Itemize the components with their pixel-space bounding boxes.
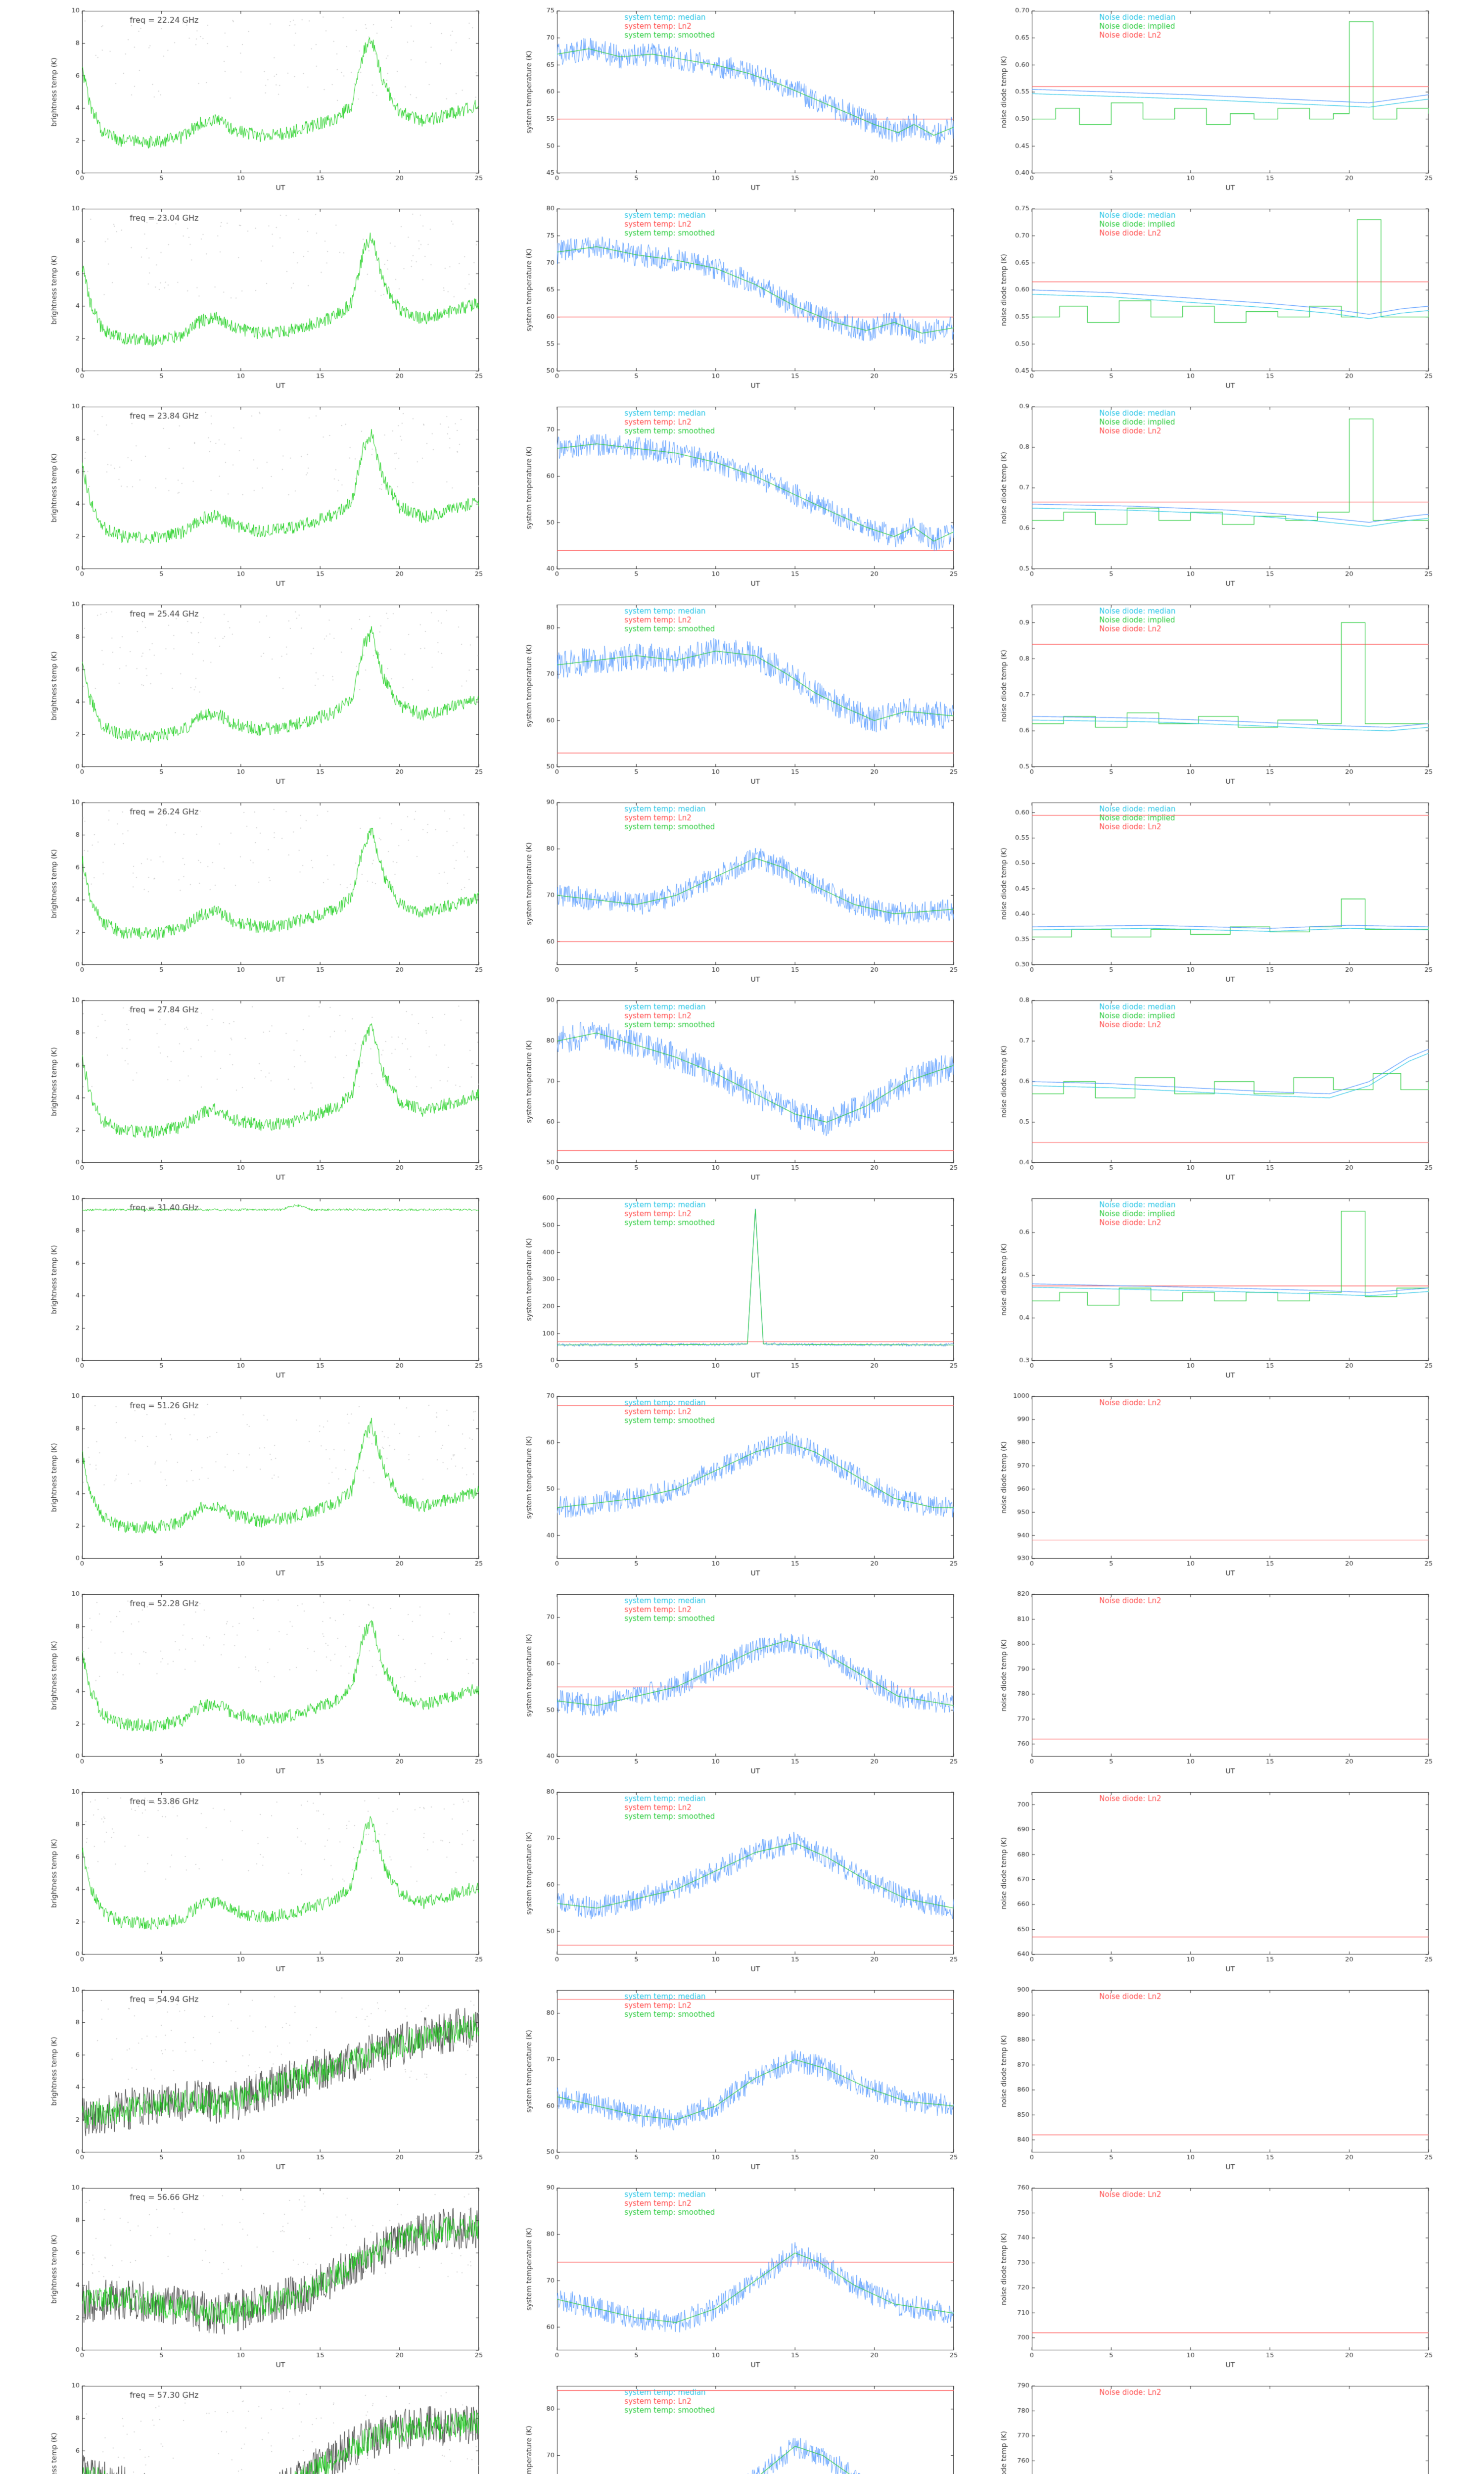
plot-row-27.84 [0, 990, 1484, 1188]
chart-noise-diode-row2 [999, 202, 1435, 392]
chart-system-temp-row8 [524, 1389, 960, 1579]
chart-spectrum-row5 [49, 796, 485, 986]
plot-row-52.28 [0, 1583, 1484, 1781]
chart-noise-diode-row11 [999, 1983, 1435, 2173]
chart-spectrum-row11 [49, 1983, 485, 2173]
chart-system-temp-row5 [524, 796, 960, 986]
chart-spectrum-row6 [49, 994, 485, 1184]
chart-system-temp-row4 [524, 598, 960, 788]
chart-system-temp-row11 [524, 1983, 960, 2173]
chart-system-temp-row1 [524, 4, 960, 194]
chart-noise-diode-row6 [999, 994, 1435, 1184]
chart-system-temp-row10 [524, 1785, 960, 1975]
chart-spectrum-row12 [49, 2181, 485, 2371]
chart-noise-diode-row1 [999, 4, 1435, 194]
plot-row-22.24 [0, 0, 1484, 198]
plot-row-56.66 [0, 2177, 1484, 2375]
chart-spectrum-row3 [49, 400, 485, 590]
plot-row-57.30 [0, 2375, 1484, 2474]
chart-spectrum-row7 [49, 1191, 485, 1381]
chart-system-temp-row7 [524, 1191, 960, 1381]
plot-row-23.84 [0, 396, 1484, 594]
chart-spectrum-row9 [49, 1587, 485, 1777]
chart-system-temp-row6 [524, 994, 960, 1184]
chart-noise-diode-row9 [999, 1587, 1435, 1777]
chart-system-temp-row2 [524, 202, 960, 392]
chart-noise-diode-row12 [999, 2181, 1435, 2371]
chart-noise-diode-row4 [999, 598, 1435, 788]
chart-noise-diode-row3 [999, 400, 1435, 590]
plot-row-23.04 [0, 198, 1484, 396]
chart-noise-diode-row7 [999, 1191, 1435, 1381]
plot-row-51.26 [0, 1385, 1484, 1583]
plot-row-54.94 [0, 1979, 1484, 2177]
chart-system-temp-row3 [524, 400, 960, 590]
chart-spectrum-row10 [49, 1785, 485, 1975]
plot-row-53.86 [0, 1781, 1484, 1979]
plot-row-25.44 [0, 594, 1484, 792]
chart-system-temp-row12 [524, 2181, 960, 2371]
chart-noise-diode-row5 [999, 796, 1435, 986]
chart-spectrum-row4 [49, 598, 485, 788]
chart-noise-diode-row10 [999, 1785, 1435, 1975]
chart-spectrum-row8 [49, 1389, 485, 1579]
chart-spectrum-row13 [49, 2379, 485, 2474]
chart-system-temp-row9 [524, 1587, 960, 1777]
plot-row-26.24 [0, 792, 1484, 990]
chart-spectrum-row1 [49, 4, 485, 194]
plot-row-31.40 [0, 1188, 1484, 1385]
chart-noise-diode-row8 [999, 1389, 1435, 1579]
chart-system-temp-row13 [524, 2379, 960, 2474]
chart-spectrum-row2 [49, 202, 485, 392]
chart-noise-diode-row13 [999, 2379, 1435, 2474]
